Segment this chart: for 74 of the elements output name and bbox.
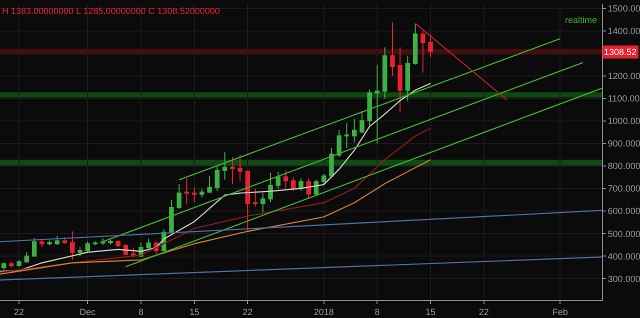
x-tick-label: 22 (14, 306, 24, 317)
candlestick (230, 156, 235, 185)
candlestick (146, 238, 151, 250)
candlestick (207, 176, 212, 194)
candlestick (47, 240, 52, 246)
candlestick (321, 173, 326, 185)
candlestick (200, 188, 204, 198)
candlestick (78, 246, 82, 257)
y-tick-label: 900.000 (608, 138, 640, 149)
candlestick (412, 23, 418, 66)
candlestick (16, 260, 22, 268)
candlestick (100, 238, 106, 246)
candlestick (283, 170, 288, 190)
line-series (0, 82, 432, 272)
candlestick (85, 240, 90, 254)
candlestick (116, 240, 120, 248)
candlestick (108, 239, 113, 245)
candlestick (291, 176, 296, 192)
y-tick-label: 1400.00 (608, 26, 640, 36)
annotation: H 1383.00000000 L 1285.00000000 C 1308.52000000 (2, 6, 220, 16)
candlestick (192, 186, 197, 203)
annotation: realtime (565, 15, 598, 25)
candlestick (70, 230, 75, 260)
candlestick (420, 30, 426, 74)
x-tick-label: 15 (189, 306, 200, 317)
candlestick (9, 262, 14, 268)
y-tick-label: 500.000 (608, 228, 640, 239)
candlestick (298, 178, 304, 192)
candlestick (268, 172, 273, 203)
x-tick-label: 2018 (314, 306, 334, 317)
x-tick-label: 8 (374, 306, 380, 317)
annotation: 1308.52 (604, 47, 637, 57)
line-series (0, 159, 432, 275)
y-tick-label: 1200.00 (608, 71, 640, 82)
candlestick (276, 171, 281, 190)
y-tick-label: 1000.00 (608, 116, 640, 126)
candlestick (214, 166, 220, 192)
candlestick (398, 46, 402, 113)
candlestick (222, 152, 228, 180)
candlestick (352, 118, 357, 143)
y-tick-label: 700.000 (608, 184, 640, 194)
candlestick (428, 34, 433, 58)
candlestick (238, 154, 242, 182)
x-tick-label: Dec (80, 306, 96, 317)
candlestick (260, 192, 266, 213)
candlestick (169, 199, 174, 234)
candlestick (24, 252, 30, 264)
y-tick-label: 1100.00 (608, 94, 640, 104)
candlestick (390, 22, 395, 77)
x-tick-label: 22 (478, 306, 489, 317)
candlestick (176, 184, 182, 210)
y-tick-label: 300.000 (608, 274, 640, 284)
x-tick-label: 8 (138, 306, 144, 317)
x-tick-label: Feb (552, 306, 568, 317)
y-tick-label: 800.000 (608, 161, 640, 172)
candlestick (374, 64, 380, 144)
y-tick-label: 600.000 (608, 206, 640, 216)
candlestick (382, 46, 388, 100)
candlestick (184, 178, 190, 205)
candlestick (252, 188, 258, 208)
candlestick (32, 238, 37, 258)
y-tick-label: 400.000 (608, 251, 640, 262)
candlestick (329, 148, 334, 178)
y-tick-label: 1500.00 (608, 4, 640, 14)
candlestick (360, 110, 364, 133)
x-tick-label: 15 (426, 306, 436, 317)
x-tick-label: 22 (242, 306, 253, 317)
line-series (0, 128, 432, 273)
candlestick (245, 170, 250, 232)
candlestick (40, 238, 44, 248)
candlestick (336, 130, 342, 158)
candlestick (344, 122, 350, 149)
candlestick (367, 89, 372, 126)
candlestick (405, 55, 410, 102)
